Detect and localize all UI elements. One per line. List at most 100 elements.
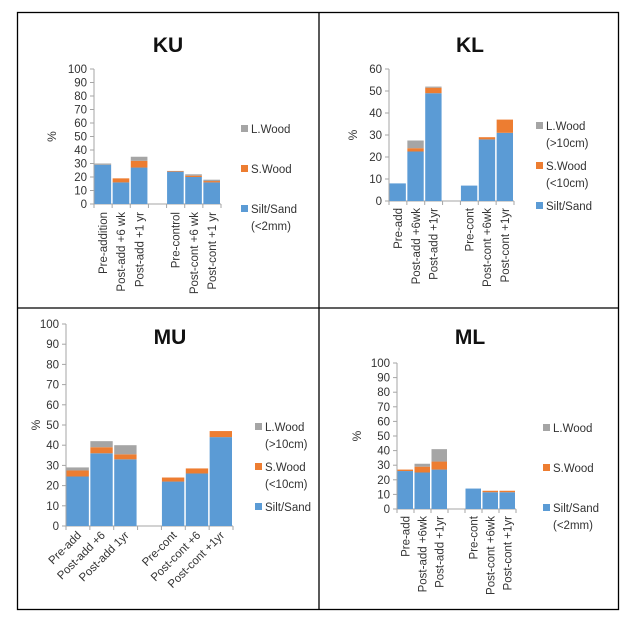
legend-swatch: [536, 122, 543, 129]
y-tick-label: 30: [369, 130, 382, 142]
bar-segment-lwood: [407, 140, 424, 149]
bar-segment-lwood: [130, 156, 148, 161]
bar-segment-silt: [397, 471, 413, 509]
y-tick-label: 30: [46, 460, 59, 472]
bar-segment-swood: [112, 178, 130, 183]
legend-item-swood: S.Wood (<10cm): [536, 161, 589, 190]
bar-segment-swood: [478, 137, 496, 140]
bar-segment-swood: [496, 119, 513, 133]
legend: L.Wood S.Wood Silt/Sand (<2mm): [241, 124, 297, 233]
x-tick-label: Post-add +1yr: [435, 516, 447, 588]
x-tick-label: Post-add +6wk: [418, 516, 430, 593]
bar-segment-silt: [425, 93, 442, 201]
y-tick-label: 90: [377, 373, 390, 385]
bar-segment-lwood: [425, 86, 442, 88]
bar-segment-silt: [209, 437, 232, 526]
bar-segment-swood: [425, 87, 442, 94]
y-tick-label: 40: [74, 145, 87, 157]
legend-swatch: [536, 202, 543, 209]
y-tick-label: 60: [74, 118, 87, 130]
legend-item-swood: S.Wood (<10cm): [255, 462, 308, 491]
y-tick-label: 30: [377, 460, 390, 472]
bar-segment-lwood: [203, 179, 220, 182]
bar-segment-silt: [66, 476, 89, 526]
bar-segment-lwood: [90, 441, 113, 448]
bar-segment-swood: [185, 468, 209, 474]
bar-segment-lwood: [185, 174, 202, 176]
bar-segment-swood: [130, 160, 148, 168]
bar-segment-silt: [185, 473, 209, 526]
y-tick-label: 10: [377, 489, 390, 501]
legend-swatch: [241, 125, 248, 132]
x-tick-label: Pre-control: [171, 212, 183, 268]
legend-label: S.Wood: [546, 161, 587, 173]
bar-segment-silt: [478, 139, 496, 201]
chart-title: ML: [455, 326, 485, 349]
chart-title: KL: [456, 34, 484, 57]
legend-label: L.Wood: [553, 423, 592, 435]
x-tick-label: Pre-cont: [469, 515, 481, 559]
y-tick-label: 50: [369, 86, 382, 98]
x-tick-label: Pre-add: [401, 516, 413, 557]
legend-label: L.Wood: [546, 121, 585, 133]
bar-segment-silt: [90, 453, 113, 526]
y-tick-label: 10: [74, 186, 87, 198]
outer-border: [16, 11, 620, 611]
y-tick-label: 90: [74, 78, 87, 90]
bar-segment-swood: [431, 461, 447, 470]
bar-segment-swood: [209, 431, 232, 438]
bar-segment-silt: [499, 492, 515, 509]
legend-label: S.Wood: [553, 463, 594, 475]
chart-title: MU: [154, 326, 187, 349]
x-tick-label: Post-cont +6wk: [486, 516, 498, 595]
legend-item-lwood: L.Wood (>10cm): [536, 121, 589, 150]
legend-label: S.Wood: [265, 462, 306, 474]
y-tick-label: 40: [369, 108, 382, 120]
bar-segment-lwood: [66, 467, 89, 471]
legend-label: Silt/Sand: [251, 204, 297, 216]
bar-segment-silt: [414, 472, 430, 509]
y-tick-label: 90: [46, 339, 59, 351]
y-tick-label: 60: [369, 64, 382, 76]
legend-label: (>10cm): [546, 138, 589, 150]
y-tick-label: 10: [369, 174, 382, 186]
legend-item-silt: Silt/Sand (<2mm): [543, 503, 599, 532]
legend-label: (<10cm): [546, 178, 589, 190]
x-tick-label: Post-cont +6wk: [482, 208, 494, 287]
y-tick-label: 60: [377, 416, 390, 428]
y-tick-label: 30: [74, 159, 87, 171]
x-tick-label: Post-add +1 yr: [134, 212, 146, 287]
bar-segment-swood: [167, 170, 184, 172]
y-tick-label: 20: [369, 152, 382, 164]
chart-panel-kl: KL 0 10 20 30 40 50 60% Pre-add Post-add +6wk Post…: [346, 34, 592, 287]
legend-label: (<2mm): [251, 221, 291, 233]
legend-swatch: [543, 424, 550, 431]
legend-swatch: [241, 165, 248, 172]
legend-swatch: [543, 504, 550, 511]
legend-swatch: [255, 423, 262, 430]
legend-item-swood: S.Wood: [543, 463, 594, 475]
legend-label: Silt/Sand: [553, 503, 599, 515]
y-tick-label: 100: [40, 319, 59, 331]
y-tick-label: 60: [46, 400, 59, 412]
bar-segment-silt: [460, 185, 478, 201]
legend-swatch: [543, 464, 550, 471]
bar-segment-silt: [389, 183, 406, 201]
chart-title: KU: [153, 34, 183, 57]
bar-segment-swood: [185, 175, 202, 177]
bar-segment-lwood: [114, 445, 137, 455]
legend: L.Wood (>10cm) S.Wood (<10cm) Silt/Sand: [255, 422, 311, 514]
bar-segment-silt: [114, 459, 137, 526]
bar-segment-silt: [496, 132, 513, 201]
x-tick-label: Post-cont +1yr: [500, 208, 512, 283]
legend-item-silt: Silt/Sand: [255, 502, 311, 514]
legend-item-silt: Silt/Sand: [536, 201, 592, 213]
legend-item-lwood: L.Wood: [241, 124, 290, 136]
chart-panel-ml: ML 0 10 20 30 40 50 60 70 80 90 100% Pre-add Post-add…: [350, 326, 599, 595]
bar-segment-swood: [482, 490, 498, 493]
bar-segment-lwood: [94, 163, 112, 165]
bar-segment-swood: [90, 447, 113, 454]
